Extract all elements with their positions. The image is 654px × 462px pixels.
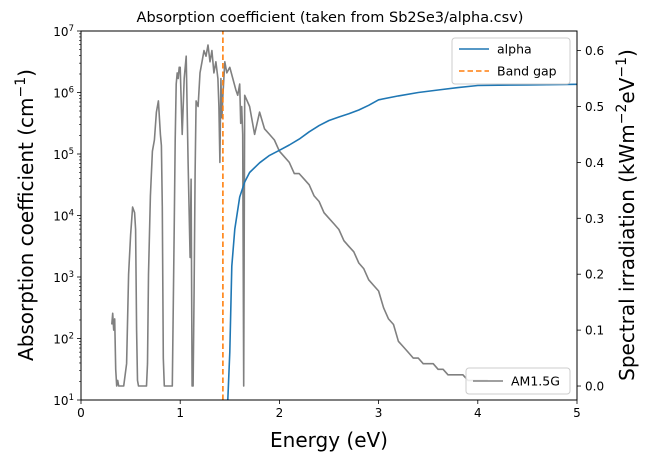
legend-top-right: alpha Band gap <box>451 37 571 85</box>
left-y-axis-label-main: Absorption coefficient (cm <box>14 97 38 361</box>
right-y-axis-label-tail: ) <box>615 49 639 57</box>
x-tick-label: 2 <box>276 406 284 420</box>
right-y-axis-label-main: Spectral irradiation (kWm <box>615 124 639 381</box>
left-y-axis-ticks: 101 102 103 104 105 106 107 <box>53 24 81 408</box>
left-y-tick-label: 101 <box>53 393 74 408</box>
left-y-axis-label: Absorption coefficient (cm−1) <box>13 69 38 361</box>
series-layer <box>111 31 577 400</box>
right-y-tick-label: 0.1 <box>585 324 604 338</box>
legend-alpha-label: alpha <box>497 42 532 57</box>
series-line-alpha <box>227 83 577 400</box>
chart-title: Absorption coefficient (taken from Sb2Se… <box>137 10 524 26</box>
x-tick-label: 1 <box>176 406 184 420</box>
right-y-axis-label-sup1: −2 <box>614 104 630 125</box>
x-tick-label: 4 <box>474 406 482 420</box>
right-y-tick-label: 0.5 <box>585 100 604 114</box>
right-y-axis-label-sup2: −1 <box>614 57 630 78</box>
right-y-axis-ticks: 0.0 0.1 0.2 0.3 0.4 0.5 0.6 <box>577 44 604 394</box>
x-axis-label: Energy (eV) <box>270 428 388 452</box>
left-y-tick-label: 107 <box>53 24 74 39</box>
plot-area <box>80 30 578 401</box>
legend-bottom-frame <box>465 367 571 395</box>
right-y-tick-label: 0.0 <box>585 380 604 394</box>
right-y-axis-label-mid: eV <box>615 77 639 103</box>
x-axis-ticks: 0 1 2 3 4 5 <box>77 400 581 420</box>
legend-am15g-label: AM1.5G <box>511 374 560 389</box>
x-tick-label: 3 <box>375 406 383 420</box>
left-y-tick-label: 105 <box>53 147 74 162</box>
left-y-axis-label-tail: ) <box>14 69 38 77</box>
axes-frame <box>80 30 578 401</box>
right-y-tick-label: 0.4 <box>585 156 604 170</box>
left-y-tick-label: 106 <box>53 86 74 101</box>
left-y-tick-label: 103 <box>53 270 74 285</box>
right-y-tick-label: 0.6 <box>585 44 604 58</box>
left-y-tick-label: 104 <box>53 209 74 224</box>
left-y-tick-label: 102 <box>53 332 74 347</box>
legend-bottom-right: AM1.5G <box>465 367 571 395</box>
series-line-am1-5g <box>111 44 488 387</box>
right-y-axis-label: Spectral irradiation (kWm−2eV−1) <box>614 49 639 381</box>
x-tick-label: 0 <box>77 406 85 420</box>
right-y-tick-label: 0.3 <box>585 212 604 226</box>
legend-band-gap-label: Band gap <box>497 64 557 79</box>
right-y-tick-label: 0.2 <box>585 268 604 282</box>
x-tick-label: 5 <box>573 406 581 420</box>
left-y-axis-label-sup: −1 <box>13 77 29 98</box>
